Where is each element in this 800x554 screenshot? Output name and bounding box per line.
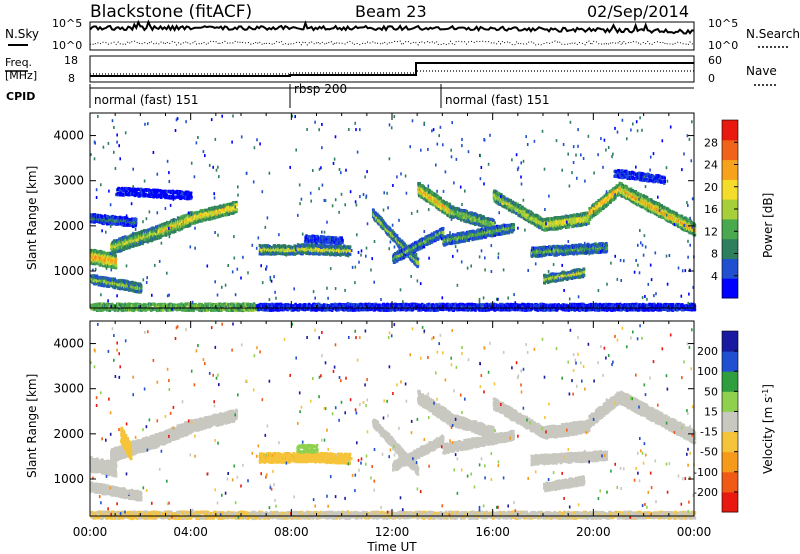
heatmap-cell — [153, 237, 156, 241]
nave-line — [90, 70, 694, 75]
heatmap-cell — [114, 259, 117, 263]
freq-left-tick-top: 18 — [64, 54, 78, 67]
heatmap-cell — [172, 220, 175, 224]
heatmap-cell — [124, 242, 127, 246]
heatmap-cell — [106, 260, 110, 264]
heatmap-cell — [134, 218, 138, 222]
freq-panel: Freq. [MHz] 18 8 60 0 Nave — [5, 54, 778, 86]
heatmap-cell — [348, 245, 352, 249]
cpid-segment-label: rbsp 200 — [294, 82, 347, 96]
cpid-segment-label: normal (fast) 151 — [445, 93, 549, 107]
noise-right-tick-top: 10^5 — [708, 17, 738, 30]
noise-left-tick-bottom: 10^0 — [52, 39, 82, 52]
freq-label-line1: Freq. — [5, 56, 32, 69]
date-title: 02/Sep/2014 — [587, 2, 689, 21]
heatmap-cell — [416, 262, 420, 266]
cpid-label: CPID — [6, 90, 35, 103]
heatmap-cell — [416, 257, 420, 261]
heatmap-cell — [341, 238, 344, 242]
freq-right-tick-bottom: 0 — [708, 72, 715, 85]
heatmap-cell — [441, 231, 445, 235]
heatmap-cell — [134, 221, 138, 225]
heatmap-cell — [114, 254, 117, 258]
heatmap-cell — [139, 284, 143, 288]
heatmap-cell — [114, 261, 117, 265]
nave-label: Nave — [746, 64, 777, 78]
heatmap-cell — [123, 240, 126, 244]
heatmap-cell — [123, 245, 126, 249]
heatmap-cell — [111, 249, 114, 253]
heatmap-cell — [512, 223, 515, 227]
heatmap-cell — [122, 248, 126, 252]
heatmap-cell — [114, 257, 118, 261]
heatmap-cell — [173, 230, 177, 233]
heatmap-cell — [99, 249, 103, 253]
heatmap-cell — [114, 263, 118, 267]
noise-right-tick-bottom: 10^0 — [708, 39, 738, 52]
heatmap-cell — [235, 208, 239, 212]
heatmap-cell — [441, 226, 445, 230]
noise-panel: N.Sky 10^5 10^0 10^5 10^0 N.Search — [5, 17, 800, 52]
freq-line — [90, 62, 694, 77]
heatmap-cell — [190, 211, 193, 215]
heatmap-cell — [190, 195, 193, 199]
cpid-panel: CPID normal (fast) 151 rbsp 200 normal (… — [6, 82, 694, 108]
heatmap-cell — [122, 243, 125, 247]
noise-sky-line — [89, 19, 695, 35]
noise-left-tick-top: 10^5 — [52, 17, 82, 30]
heatmap-cell — [189, 191, 193, 195]
noise-left-label: N.Sky — [5, 27, 39, 41]
heatmap-cell — [114, 266, 118, 270]
heatmap-cell — [184, 217, 188, 221]
heatmap-cell — [512, 226, 515, 229]
heatmap-cell — [395, 234, 399, 238]
noise-right-label: N.Search — [746, 27, 800, 41]
freq-left-tick-bottom: 8 — [68, 72, 75, 85]
freq-right-tick-top: 60 — [708, 54, 722, 67]
station-title: Blackstone (fitACF) — [90, 2, 252, 22]
cpid-segment-label: normal (fast) 151 — [94, 93, 198, 107]
freq-label-line2: [MHz] — [5, 69, 37, 82]
power-plot-area — [90, 114, 697, 313]
heatmap-cell — [198, 219, 202, 223]
beam-title: Beam 23 — [355, 2, 427, 21]
noise-search-line — [89, 40, 695, 47]
